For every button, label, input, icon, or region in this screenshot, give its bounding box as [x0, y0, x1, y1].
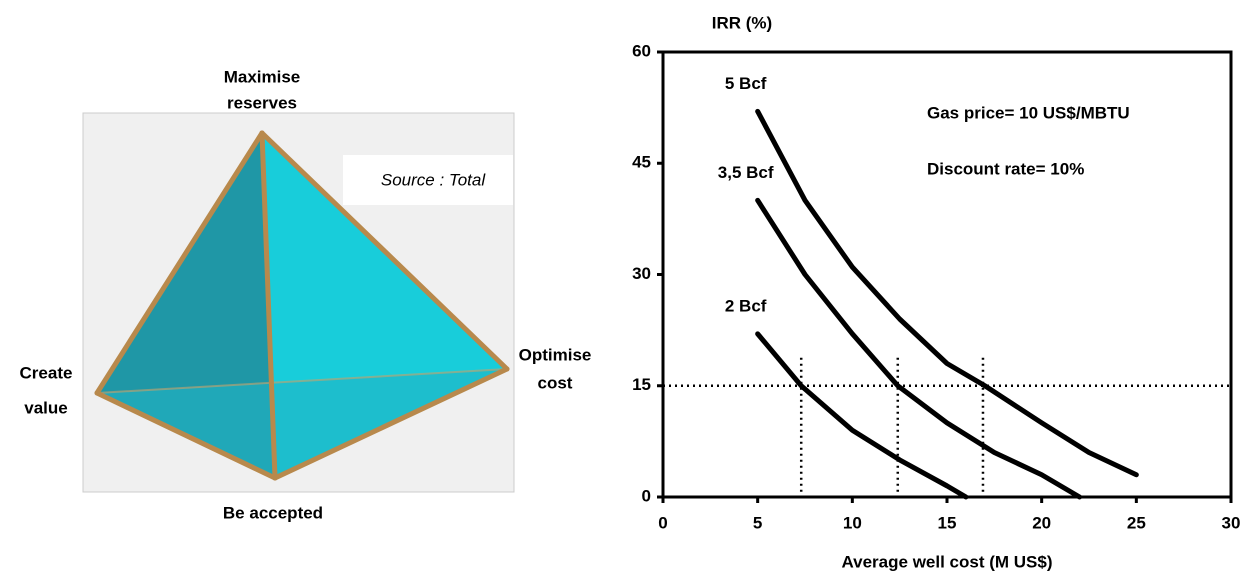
figure: Source : Total Maximise reserves Create …	[0, 0, 1245, 579]
annotation: Gas price= 10 US$/MBTU	[927, 103, 1130, 122]
x-tick-label: 5	[753, 513, 762, 532]
vertex-label: cost	[538, 373, 573, 392]
vertex-label: value	[24, 398, 67, 417]
vertex-label: Create	[20, 363, 73, 382]
vertex-label: Optimise	[519, 345, 592, 364]
vertex-label: reserves	[227, 93, 297, 112]
y-tick-label: 45	[632, 153, 651, 172]
vertex-label: Maximise	[224, 67, 301, 86]
vertex-label: Be accepted	[223, 503, 323, 522]
x-tick-label: 25	[1127, 513, 1146, 532]
source-note: Source : Total	[381, 170, 486, 189]
y-tick-label: 0	[642, 486, 651, 505]
x-tick-label: 30	[1222, 513, 1241, 532]
series-label: 2 Bcf	[725, 296, 767, 315]
x-tick-label: 10	[843, 513, 862, 532]
page: Source : Total Maximise reserves Create …	[0, 0, 1245, 579]
x-tick-label: 20	[1032, 513, 1051, 532]
series-label: 3,5 Bcf	[718, 163, 774, 182]
x-tick-label: 15	[938, 513, 957, 532]
series-label: 5 Bcf	[725, 74, 767, 93]
y-axis-label: IRR (%)	[712, 13, 772, 32]
y-tick-label: 60	[632, 41, 651, 60]
x-axis-label: Average well cost (M US$)	[842, 552, 1053, 571]
annotation: Discount rate= 10%	[927, 159, 1084, 178]
y-tick-label: 30	[632, 264, 651, 283]
series-line	[758, 200, 1080, 497]
y-tick-label: 15	[632, 375, 651, 394]
x-tick-label: 0	[658, 513, 667, 532]
